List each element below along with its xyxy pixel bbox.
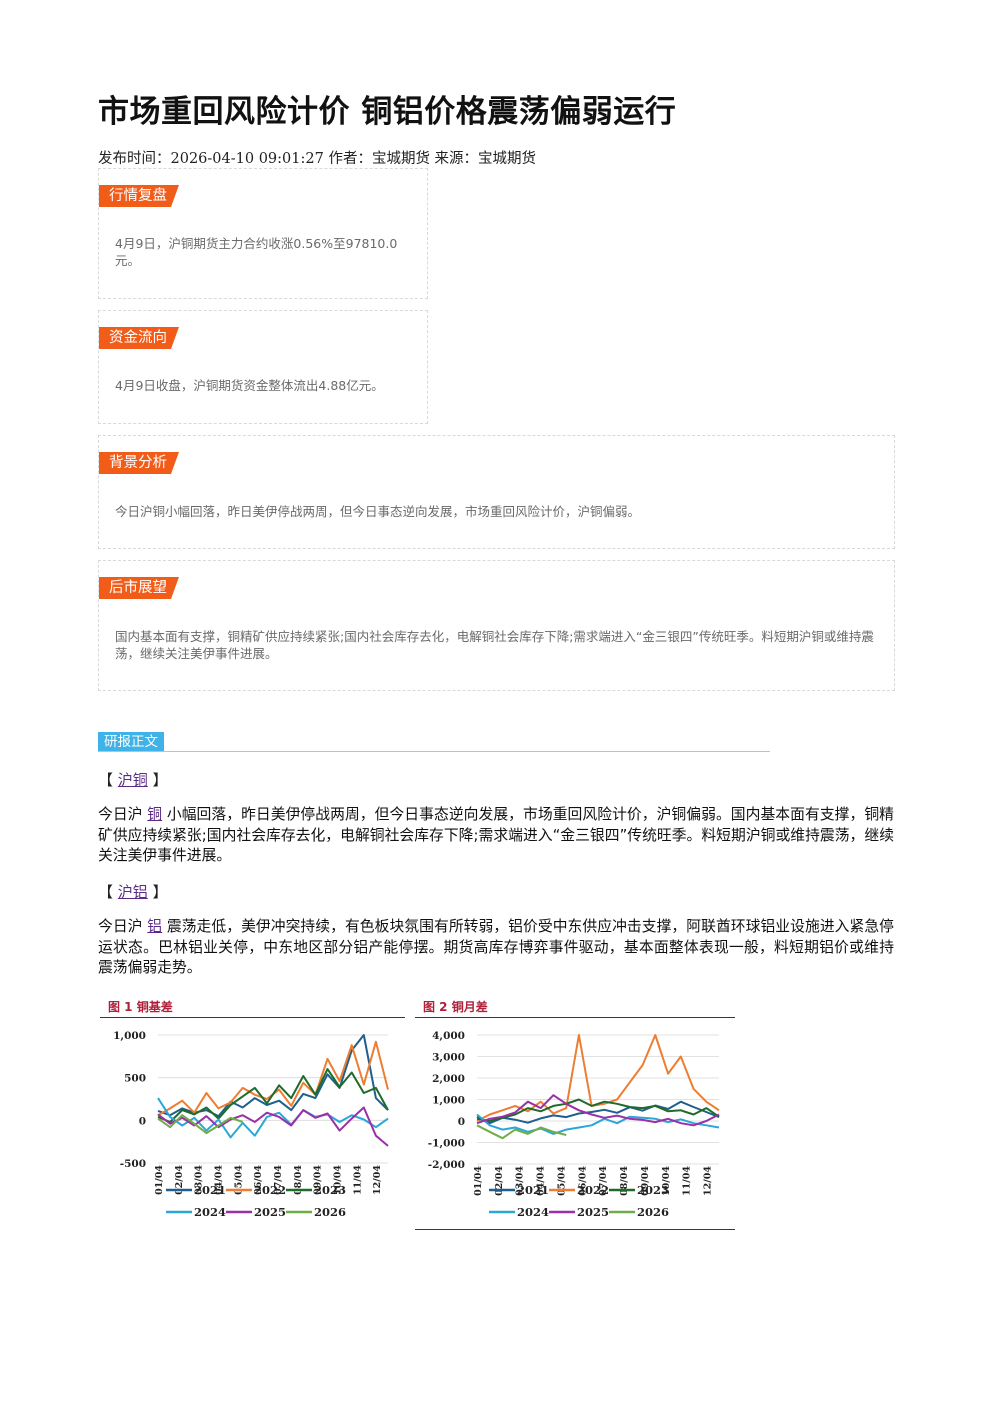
market-review-tag: 行情复盘 [99,185,179,207]
copper-inline-link[interactable]: 铜 [147,806,163,823]
copper-link[interactable]: 沪铜 [117,771,148,789]
series-line-2023 [157,1068,389,1123]
article-title: 市场重回风险计价 铜铝价格震荡偏弱运行 [98,94,677,130]
section-divider [98,751,770,752]
x-tick-label: 09/04 [313,1165,324,1195]
legend-label-2026: 2026 [637,1205,669,1219]
series-line-2023 [476,1098,720,1122]
x-tick-label: 05/04 [556,1166,567,1196]
y-tick-label: -2,000 [428,1159,465,1171]
copper-paragraph: 今日沪 铜 小幅回落，昨日美伊停战两周，但今日事态逆向发展，市场重回风险计价，沪… [98,805,894,867]
aluminum-heading-close: 】 [147,883,168,901]
figure-1-caption: 图 1 铜基差 [108,1000,173,1014]
aluminum-paragraph: 今日沪 铝 震荡走低，美伊冲突持续，有色板块氛围有所转弱，铝价受中东供应冲击支撑… [98,917,894,979]
y-tick-label: 2,000 [432,1073,465,1085]
x-tick-label: 06/04 [577,1166,588,1196]
copper-heading-open: 【 [98,771,118,789]
background-text: 今日沪铜小幅回落，昨日美伊停战两周，但今日事态逆向发展，市场重回风险计价，沪铜偏… [115,504,641,519]
x-tick-label: 02/04 [494,1166,505,1196]
x-tick-label: 11/04 [682,1166,693,1196]
figure-2-bottom-rule [415,1229,735,1230]
legend-label-2023: 2023 [637,1183,669,1197]
x-tick-label: 07/04 [273,1165,284,1195]
x-tick-label: 12/04 [372,1165,383,1195]
fund-flow-tag: 资金流向 [99,327,179,349]
y-tick-label: 0 [458,1116,465,1128]
outlook-tag: 后市展望 [99,577,179,599]
x-tick-label: 04/04 [536,1166,547,1196]
series-line-2021 [476,1100,720,1125]
x-tick-label: 03/04 [194,1165,205,1195]
y-tick-label: -500 [120,1158,146,1170]
x-tick-label: 08/04 [619,1166,630,1196]
figure-1-top-rule [100,1017,405,1018]
legend-label-2025: 2025 [577,1205,609,1219]
y-tick-label: 1,000 [432,1095,465,1107]
market-review-box: 行情复盘 4月9日，沪铜期货主力合约收涨0.56%至97810.0元。 [98,168,428,299]
report-section-label: 研报正文 [98,732,164,752]
y-tick-label: 4,000 [432,1030,465,1042]
aluminum-link[interactable]: 沪铝 [117,883,148,901]
legend-label-2024: 2024 [194,1205,226,1219]
report-section-header: 研报正文 [98,731,770,753]
y-tick-label: 500 [124,1073,146,1085]
legend-label-2025: 2025 [254,1205,286,1219]
x-tick-label: 05/04 [233,1165,244,1195]
x-tick-label: 06/04 [253,1165,264,1195]
copper-spread-chart: -2,000 -1,000 0 1,000 2,000 3,000 4,000 01/04 02… [428,1030,720,1219]
legend-label-2024: 2024 [517,1205,549,1219]
legend-label-2023: 2023 [314,1183,346,1197]
x-tick-label: 02/04 [174,1165,185,1195]
series-line-2026 [476,1124,567,1140]
outlook-text: 国内基本面有支撑，铜精矿供应持续紧张;国内社会库存去化，电解铜社会库存下降;需求… [115,629,874,661]
series-line-2024 [476,1113,720,1135]
legend-label-2021: 2021 [517,1183,549,1197]
x-tick-label: 10/04 [332,1165,343,1195]
market-review-text: 4月9日，沪铜期货主力合约收涨0.56%至97810.0元。 [115,236,398,268]
x-tick-label: 04/04 [213,1165,224,1195]
copper-heading: 【 沪铜 】 [98,769,168,790]
series-line-2025 [476,1094,720,1127]
x-tick-label: 01/04 [473,1166,484,1196]
copper-basis-chart: -500 0 500 1,000 01/04 02/04 03/04 04/04 05/04 06… [113,1030,389,1219]
fund-flow-text: 4月9日收盘，沪铜期货资金整体流出4.88亿元。 [115,378,384,393]
figure-2-caption: 图 2 铜月差 [423,1000,488,1014]
x-tick-label: 07/04 [598,1166,609,1196]
aluminum-para-pre: 今日沪 [98,918,148,935]
legend-label-2022: 2022 [577,1183,609,1197]
aluminum-heading-open: 【 [98,883,118,901]
figure-copper-basis: 图 1 铜基差 -500 0 500 1,000 01/04 02/04 03/04 04/0… [100,998,405,1230]
aluminum-inline-link[interactable]: 铝 [147,918,163,935]
aluminum-heading: 【 沪铝 】 [98,881,168,902]
y-tick-label: 1,000 [113,1030,146,1042]
aluminum-para-body: 震荡走低，美伊冲突持续，有色板块氛围有所转弱，铝价受中东供应冲击支撑，阿联酋环球… [98,918,894,976]
x-tick-label: 01/04 [154,1165,165,1195]
legend-label-2021: 2021 [194,1183,226,1197]
figure-copper-spread: 图 2 铜月差 -2,000 -1,000 0 1,000 2,000 3,000 4,00… [415,998,735,1230]
y-tick-label: 3,000 [432,1052,465,1064]
background-box: 背景分析 今日沪铜小幅回落，昨日美伊停战两周，但今日事态逆向发展，市场重回风险计… [98,435,895,549]
x-tick-label: 09/04 [640,1166,651,1196]
fund-flow-box: 资金流向 4月9日收盘，沪铜期货资金整体流出4.88亿元。 [98,310,428,424]
series-line-2025 [157,1106,389,1147]
copper-para-body: 小幅回落，昨日美伊停战两周，但今日事态逆向发展，市场重回风险计价，沪铜偏弱。国内… [98,806,894,864]
x-tick-label: 11/04 [352,1165,363,1195]
y-tick-label: 0 [139,1115,146,1127]
series-line-2026 [157,1114,244,1135]
outlook-box: 后市展望 国内基本面有支撑，铜精矿供应持续紧张;国内社会库存去化，电解铜社会库存… [98,560,895,691]
y-tick-label: -1,000 [428,1138,465,1150]
article-meta: 发布时间：2026-04-10 09:01:27 作者：宝城期货 来源：宝城期货 [98,151,537,167]
legend-label-2022: 2022 [254,1183,286,1197]
figure-2-top-rule [415,1017,735,1018]
x-tick-label: 03/04 [515,1166,526,1196]
x-tick-label: 10/04 [661,1166,672,1196]
background-tag: 背景分析 [99,452,179,474]
legend-label-2026: 2026 [314,1205,346,1219]
x-tick-label: 12/04 [702,1166,713,1196]
copper-para-pre: 今日沪 [98,806,148,823]
series-line-2022 [157,1040,389,1117]
x-tick-label: 08/04 [293,1165,304,1195]
copper-heading-close: 】 [147,771,168,789]
